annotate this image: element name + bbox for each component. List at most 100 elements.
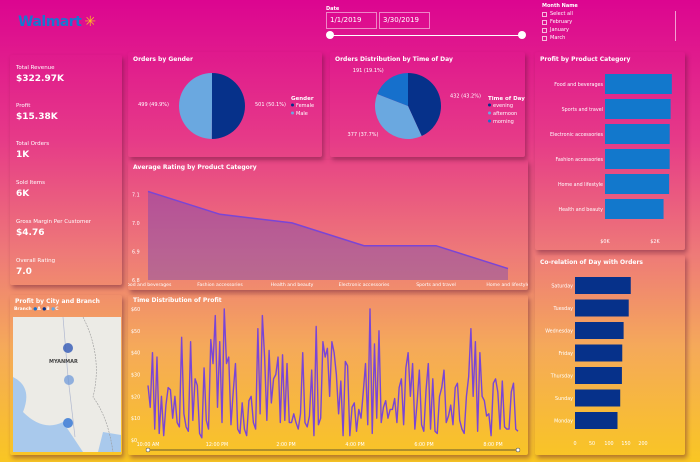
x-tick: 4:00 PM xyxy=(345,442,364,448)
x-tick: Electronic accessories xyxy=(339,282,390,288)
bar xyxy=(575,299,629,317)
bar-label: Health and beauty xyxy=(558,207,603,213)
slice-label: 191 (19.1%) xyxy=(353,68,384,74)
legend-item: evening xyxy=(493,103,513,109)
walmart-logo: Walmart ✳ xyxy=(18,14,96,30)
x-tick: $2K xyxy=(650,239,660,245)
pie-slice xyxy=(375,94,422,139)
bar-label: Sunday xyxy=(555,396,573,402)
x-tick: $0K xyxy=(600,239,610,245)
slice-label: 432 (43.2%) xyxy=(450,93,481,99)
bar xyxy=(575,344,623,362)
profit-by-category-card: Profit by Product Category Food and bever… xyxy=(535,52,685,250)
x-tick: 8:00 PM xyxy=(483,442,502,448)
orders-time-of-day-card: Orders Distribution by Time of Day 432 (4… xyxy=(330,52,525,157)
slider-handle-end[interactable] xyxy=(515,447,521,453)
x-tick: Food and beverages xyxy=(128,282,172,288)
y-tick: $50 xyxy=(131,329,140,335)
legend-marker xyxy=(291,103,294,107)
card-title: Time Distribution of Profit xyxy=(133,297,222,304)
kpi-gross-margin: Gross Margin Per Customer $4.76 xyxy=(16,219,92,238)
start-date-input[interactable]: 1/1/2019 xyxy=(326,12,377,29)
card-title: Co-relation of Day with Orders xyxy=(540,259,644,266)
y-tick: 7.0 xyxy=(132,221,140,227)
month-option[interactable]: February xyxy=(542,19,572,25)
slice-label: 377 (37.7%) xyxy=(348,132,379,138)
end-date: 3/30/2019 xyxy=(383,16,419,24)
checkbox[interactable] xyxy=(542,27,547,33)
month-option[interactable]: January xyxy=(542,27,569,33)
bar xyxy=(575,389,621,407)
y-tick: 6.8 xyxy=(132,278,140,284)
bar-label: Electronic accessories xyxy=(550,132,604,138)
checkbox[interactable] xyxy=(542,35,547,41)
checkbox[interactable] xyxy=(542,19,547,25)
slider-handle-start[interactable] xyxy=(145,447,151,453)
start-date: 1/1/2019 xyxy=(330,16,362,24)
x-tick: 150 xyxy=(621,441,630,447)
bar xyxy=(575,277,631,294)
map[interactable]: MYANMAR xyxy=(13,317,121,452)
branch-dot[interactable] xyxy=(63,343,73,353)
legend-marker xyxy=(488,119,491,123)
x-tick: Sports and travel xyxy=(416,282,456,288)
date-range-track[interactable] xyxy=(330,35,523,36)
date-label: Date xyxy=(326,6,340,12)
bar xyxy=(605,124,670,144)
legend-marker xyxy=(488,111,491,115)
pie-slice xyxy=(211,73,245,139)
map-legend: Branch ●A ●B ●C xyxy=(14,307,59,312)
branch-dot[interactable] xyxy=(63,418,73,428)
bar xyxy=(605,149,670,169)
pie-slice xyxy=(178,73,212,139)
kpi-revenue: Total Revenue $322.97K xyxy=(16,65,64,84)
profit-time-card: Time Distribution of Profit $0 $10 $20 $30 $4… xyxy=(128,295,528,455)
end-handle[interactable] xyxy=(518,31,526,39)
bar-label: Friday xyxy=(558,351,573,357)
legend-item: morning xyxy=(493,119,514,125)
area-line xyxy=(147,190,509,270)
bar-label: Monday xyxy=(554,419,573,425)
bar-label: Home and lifestyle xyxy=(558,182,603,188)
profit-line xyxy=(147,308,519,439)
x-tick: Home and lifestyle xyxy=(486,282,528,288)
slice-label: 501 (50.1%) xyxy=(255,102,286,108)
bar-label: Wednesday xyxy=(545,329,573,335)
legend-title: Time of Day xyxy=(488,96,525,102)
option-label: Select all xyxy=(550,11,573,17)
scrollbar[interactable] xyxy=(675,11,676,41)
kpi-profit: Profit $15.38K xyxy=(16,103,58,122)
logo-text: Walmart xyxy=(18,14,82,30)
legend-item: Male xyxy=(296,111,308,117)
x-tick: 2:00 PM xyxy=(276,442,295,448)
x-tick: 200 xyxy=(638,441,647,447)
bar xyxy=(605,174,670,194)
y-tick: $0 xyxy=(131,438,137,444)
checkbox[interactable] xyxy=(542,11,547,17)
legend-item: afternoon xyxy=(493,111,517,117)
kpi-sold-items: Sold Items 6K xyxy=(16,180,46,199)
end-date-input[interactable]: 3/30/2019 xyxy=(379,12,430,29)
branch-dot[interactable] xyxy=(64,375,74,385)
bar-label: Thursday xyxy=(550,374,573,380)
bar-label: Food and beverages xyxy=(554,82,603,88)
x-tick: 100 xyxy=(604,441,613,447)
bar xyxy=(605,199,664,219)
legend-marker xyxy=(488,103,491,107)
spark-icon: ✳ xyxy=(84,14,96,30)
x-tick: 0 xyxy=(573,441,576,447)
month-option[interactable]: March xyxy=(542,35,565,41)
y-tick: 6.9 xyxy=(132,249,140,255)
bar xyxy=(605,99,671,119)
y-tick: $30 xyxy=(131,373,140,379)
map-card: Profit by City and Branch Branch ●A ●B ●… xyxy=(10,295,122,455)
y-tick: 7.1 xyxy=(132,192,140,198)
month-option[interactable]: Select all xyxy=(542,11,573,17)
bar xyxy=(575,322,624,339)
x-tick: Health and beauty xyxy=(271,282,314,288)
map-title: Profit by City and Branch xyxy=(15,298,100,305)
bar xyxy=(605,74,672,94)
slice-label: 499 (49.9%) xyxy=(138,102,169,108)
start-handle[interactable] xyxy=(326,31,334,39)
x-tick: Fashion accessories xyxy=(197,282,243,288)
